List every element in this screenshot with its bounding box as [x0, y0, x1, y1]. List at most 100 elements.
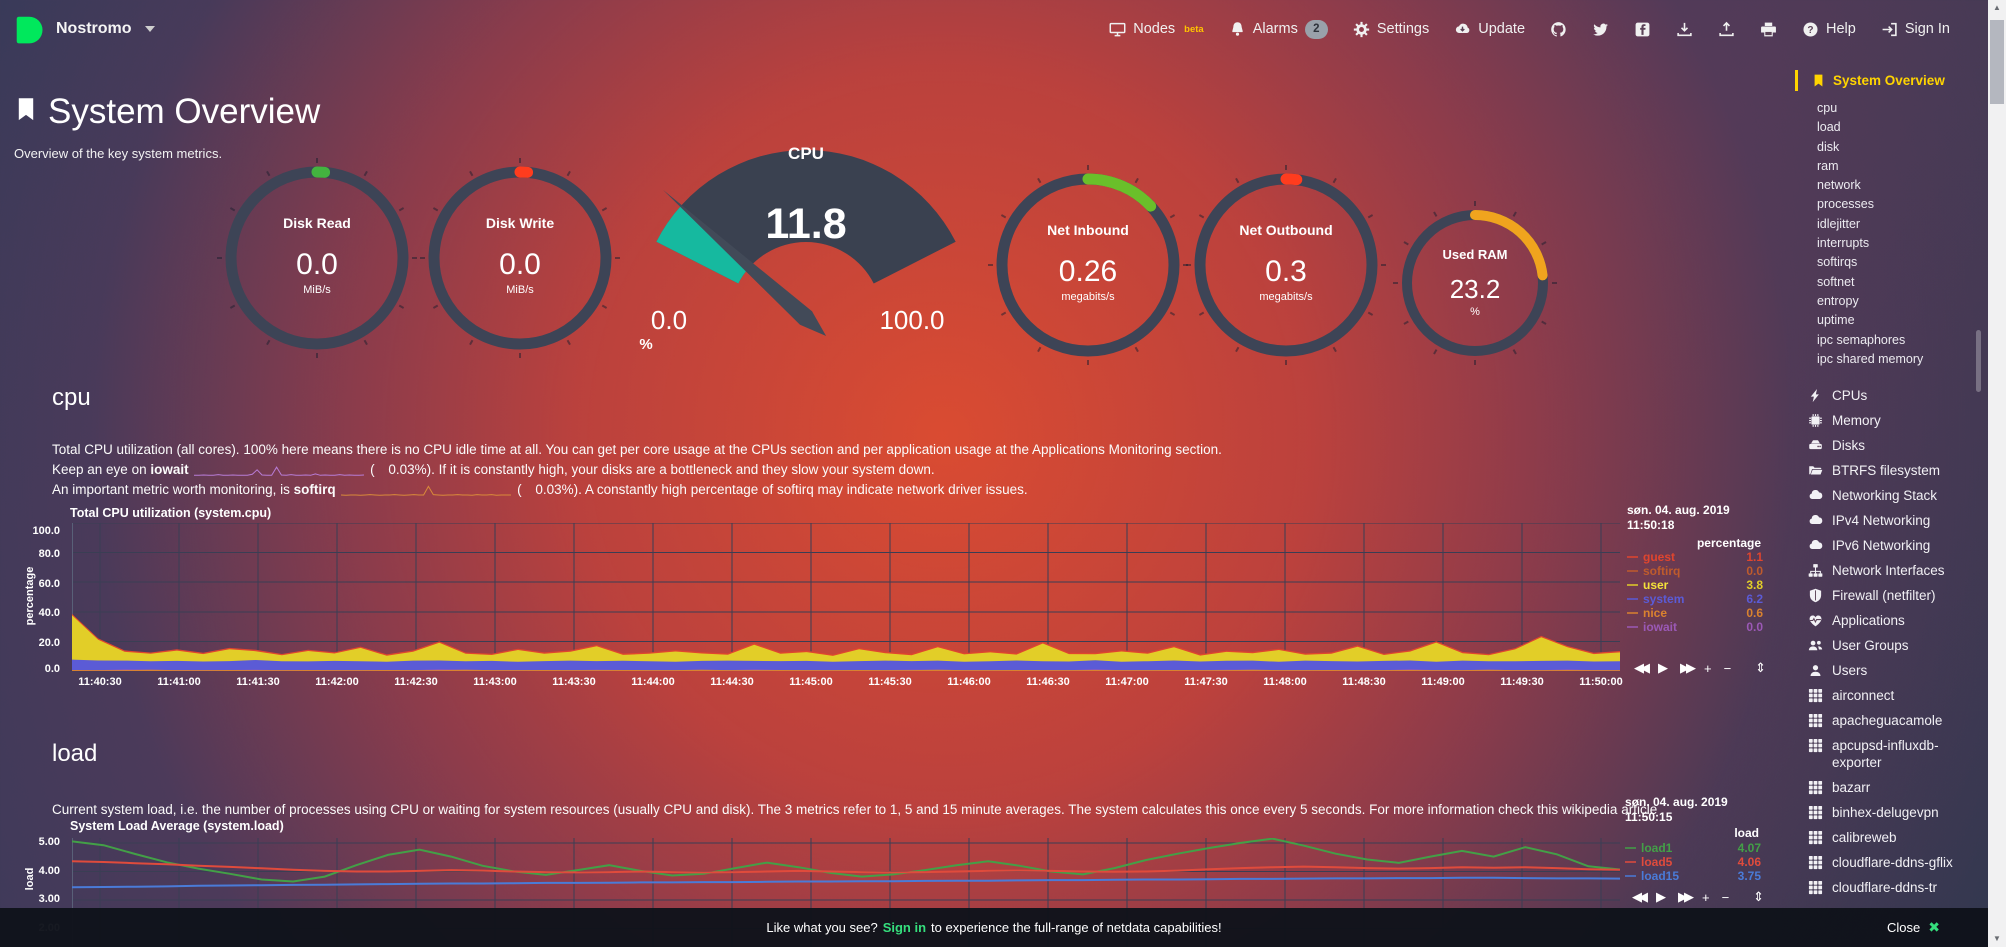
- gauge-used-ram[interactable]: Used RAM 23.2 %: [1390, 198, 1560, 368]
- gauge-cpu[interactable]: CPU 11.8 0.0 100.0 %: [626, 130, 986, 370]
- scroll-down-arrow[interactable]: ▼: [1993, 934, 2001, 943]
- sidebar-scrollbar-thumb[interactable]: [1976, 330, 1981, 392]
- sidebar-item-cpu[interactable]: cpu: [1817, 101, 1838, 115]
- chart-toolbar-resize-icon[interactable]: ⇕: [1755, 660, 1766, 675]
- chart-toolbar-resize-icon[interactable]: ⇕: [1753, 889, 1764, 904]
- sidebar-item-processes[interactable]: processes: [1817, 197, 1874, 212]
- sidebar-section-label: Network Interfaces: [1832, 563, 1945, 579]
- page-subtitle: Overview of the key system metrics.: [14, 146, 223, 161]
- chart-toolbar-zoom-out-icon[interactable]: −: [1723, 660, 1732, 676]
- page-scrollbar[interactable]: ▲ ▼: [1988, 0, 2006, 947]
- gauge-disk-read[interactable]: Disk Read 0.0 MiB/s: [212, 153, 422, 363]
- sidebar-item-ram[interactable]: ram: [1817, 158, 1839, 173]
- sidebar-item-softnet[interactable]: softnet: [1817, 274, 1855, 289]
- legend-row-load5[interactable]: load5 4.06: [1625, 855, 1761, 869]
- navbar-actions: Nodes beta Alarms 2 Settings Update ? He…: [1109, 0, 1950, 58]
- sidebar-section-cloudflare-ddns-tr[interactable]: cloudflare-ddns-tr: [1795, 875, 1985, 900]
- chart-toolbar-zoom-in-icon[interactable]: +: [1702, 889, 1710, 905]
- y-tick-label: 4.00: [38, 865, 60, 877]
- signin-button[interactable]: Sign In: [1881, 21, 1950, 38]
- sidebar-section-label: CPUs: [1832, 388, 1868, 404]
- softirq-sparkline[interactable]: [341, 484, 512, 497]
- chart-toolbar-zoom-in-icon[interactable]: +: [1704, 660, 1712, 676]
- legend-row-system[interactable]: system 6.2: [1627, 592, 1763, 606]
- sidebar-item-network[interactable]: network: [1817, 178, 1861, 193]
- gauge-net-outbound[interactable]: Net Outbound 0.3 megabits/s: [1181, 160, 1391, 370]
- sidebar-section-apcupsd-influxdb-exporter[interactable]: apcupsd-influxdb-exporter: [1795, 733, 1985, 775]
- legend-row-user[interactable]: user 3.8: [1627, 578, 1763, 592]
- sidebar-section-ipv6-networking[interactable]: IPv6 Networking: [1795, 533, 1985, 558]
- wikipedia-link[interactable]: this wikipedia article: [1537, 802, 1658, 817]
- node-selector[interactable]: Nostromo: [12, 12, 155, 45]
- export-button[interactable]: [1718, 21, 1735, 38]
- gauge-label: Disk Write: [485, 215, 555, 231]
- sidebar-section-cloudflare-ddns-gflix[interactable]: cloudflare-ddns-gflix: [1795, 850, 1985, 875]
- legend-row-load1[interactable]: load1 4.07: [1625, 841, 1761, 855]
- legend-row-nice[interactable]: nice 0.6: [1627, 606, 1763, 620]
- cpu-yaxis: 100.0 80.0 60.0 40.0 20.0 0.0: [0, 523, 66, 675]
- facebook-button[interactable]: [1634, 21, 1651, 38]
- x-tick-label: 11:47:30: [1184, 676, 1228, 688]
- print-button[interactable]: [1760, 21, 1777, 38]
- sidebar-item-uptime[interactable]: uptime: [1817, 313, 1855, 328]
- import-button[interactable]: [1676, 21, 1693, 38]
- gauge-value: 0.3: [1265, 255, 1307, 288]
- cpu-chart-plot[interactable]: [72, 523, 1620, 671]
- legend-row-guest[interactable]: guest 1.1: [1627, 550, 1763, 564]
- sidebar-item-disk[interactable]: disk: [1817, 139, 1840, 154]
- twitter-button[interactable]: [1592, 21, 1609, 38]
- sidebar-section-apacheguacamole[interactable]: apacheguacamole: [1795, 708, 1985, 733]
- sidebar-section-disks[interactable]: Disks: [1795, 433, 1985, 458]
- page-scrollbar-thumb[interactable]: [1990, 20, 2004, 104]
- sidebar-item-ipc-shared-memory[interactable]: ipc shared memory: [1817, 351, 1924, 366]
- banner-signin-link[interactable]: Sign in: [882, 920, 927, 935]
- sidebar-section-ipv4-networking[interactable]: IPv4 Networking: [1795, 508, 1985, 533]
- gauge-net-inbound[interactable]: Net Inbound 0.26 megabits/s: [983, 160, 1193, 370]
- sidebar-item-load[interactable]: load: [1817, 120, 1841, 135]
- sidebar-section-calibreweb[interactable]: calibreweb: [1795, 825, 1985, 850]
- help-button[interactable]: ? Help: [1802, 21, 1856, 38]
- sidebar-item-entropy[interactable]: entropy: [1817, 293, 1859, 308]
- iowait-sparkline[interactable]: [194, 464, 365, 477]
- settings-button[interactable]: Settings: [1353, 21, 1429, 38]
- banner-close-button[interactable]: Close ✖: [1887, 919, 1940, 936]
- sidebar-section-network-interfaces[interactable]: Network Interfaces: [1795, 558, 1985, 583]
- sidebar-section-bazarr[interactable]: bazarr: [1795, 775, 1985, 800]
- chart-toolbar-zoom-out-icon[interactable]: −: [1721, 889, 1730, 905]
- github-button[interactable]: [1550, 21, 1567, 38]
- sidebar-section-label: Networking Stack: [1832, 488, 1938, 504]
- chart-toolbar-rewind-icon[interactable]: ◀◀: [1634, 660, 1650, 675]
- gauge-disk-write[interactable]: Disk Write 0.0 MiB/s: [415, 153, 625, 363]
- sidebar-section-airconnect[interactable]: airconnect: [1795, 683, 1985, 708]
- legend-row-softirq[interactable]: softirq 0.0: [1627, 564, 1763, 578]
- update-button[interactable]: Update: [1454, 21, 1525, 38]
- legend-row-iowait[interactable]: iowait 0.0: [1627, 620, 1763, 634]
- sidebar-section-cpus[interactable]: CPUs: [1795, 383, 1985, 408]
- sidebar-item-ipc-semaphores[interactable]: ipc semaphores: [1817, 332, 1906, 347]
- chart-toolbar-play-icon[interactable]: ▶: [1658, 660, 1668, 675]
- chart-toolbar-play-icon[interactable]: ▶: [1656, 889, 1666, 904]
- sidebar-item-system-overview[interactable]: System Overview: [1795, 70, 1985, 91]
- gauge-title: CPU: [788, 144, 824, 163]
- nodes-button[interactable]: Nodes beta: [1109, 21, 1204, 38]
- sidebar-section-memory[interactable]: Memory: [1795, 408, 1985, 433]
- sidebar-item-interrupts[interactable]: interrupts: [1817, 236, 1870, 251]
- sidebar-section-btrfs-filesystem[interactable]: BTRFS filesystem: [1795, 458, 1985, 483]
- alarms-button[interactable]: Alarms 2: [1229, 19, 1328, 39]
- chart-toolbar-fast-forward-icon[interactable]: ▶▶: [1680, 660, 1696, 675]
- sidebar-item-idlejitter[interactable]: idlejitter: [1817, 216, 1861, 231]
- sidebar-section-users[interactable]: Users: [1795, 658, 1985, 683]
- legend-value: 3.8: [1746, 578, 1763, 592]
- sidebar-section-label: apacheguacamole: [1832, 713, 1943, 729]
- sidebar-section-applications[interactable]: Applications: [1795, 608, 1985, 633]
- sidebar-section-networking-stack[interactable]: Networking Stack: [1795, 483, 1985, 508]
- banner-text: Like what you see? Sign in to experience t…: [766, 920, 1222, 935]
- chart-toolbar-rewind-icon[interactable]: ◀◀: [1632, 889, 1648, 904]
- legend-row-load15[interactable]: load15 3.75: [1625, 869, 1761, 883]
- sidebar-section-firewall-netfilter-[interactable]: Firewall (netfilter): [1795, 583, 1985, 608]
- scroll-up-arrow[interactable]: ▲: [1993, 3, 2001, 12]
- sidebar-item-softirqs[interactable]: softirqs: [1817, 255, 1858, 270]
- sidebar-section-binhex-delugevpn[interactable]: binhex-delugevpn: [1795, 800, 1985, 825]
- chart-toolbar-fast-forward-icon[interactable]: ▶▶: [1678, 889, 1694, 904]
- sidebar-section-user-groups[interactable]: User Groups: [1795, 633, 1985, 658]
